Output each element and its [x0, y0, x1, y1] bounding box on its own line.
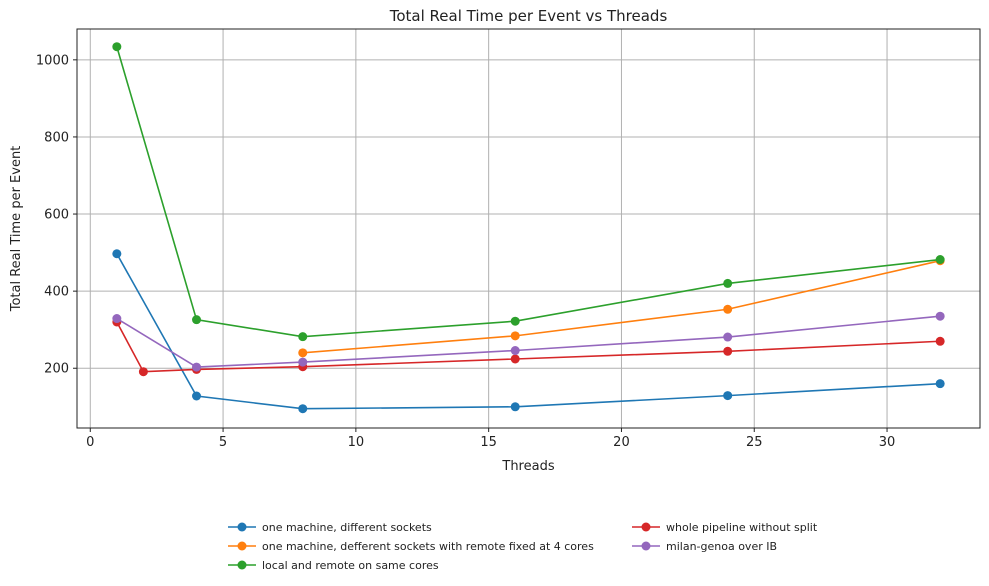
x-tick-label: 25: [746, 435, 763, 450]
series-line: [302, 259, 941, 354]
y-axis: 200 400 600 800 1000: [36, 53, 77, 377]
x-tick-label: 0: [86, 435, 94, 450]
y-tick-label: 200: [44, 362, 69, 377]
series-line: [116, 46, 941, 338]
x-tick-label: 10: [348, 435, 365, 450]
y-axis-label: Total Real Time per Event: [9, 146, 24, 313]
data-point: [510, 331, 520, 341]
legend-label: one machine, defferent sockets with remo…: [262, 540, 594, 553]
x-tick-label: 30: [879, 435, 896, 450]
data-point: [723, 346, 733, 356]
x-axis-label: Threads: [501, 459, 554, 474]
y-tick-label: 600: [44, 208, 69, 223]
legend-item-2: local and remote on same cores: [228, 559, 439, 572]
data-point: [138, 367, 148, 377]
legend: one machine, different sockets one machin…: [228, 521, 818, 572]
data-point: [935, 379, 945, 389]
data-point: [192, 315, 202, 325]
legend-swatch-marker: [237, 560, 247, 570]
y-tick-label: 400: [44, 285, 69, 300]
series-2: [112, 42, 945, 342]
legend-label: milan-genoa over IB: [666, 540, 777, 553]
y-tick-label: 1000: [36, 53, 69, 68]
data-point: [723, 278, 733, 288]
plot-frame: [76, 28, 981, 429]
data-point: [192, 391, 202, 401]
data-point: [298, 404, 308, 414]
data-point: [510, 346, 520, 356]
data-point: [298, 332, 308, 342]
data-point: [112, 314, 122, 324]
legend-item-1: one machine, defferent sockets with remo…: [228, 540, 594, 553]
data-point: [723, 304, 733, 314]
legend-swatch-marker: [237, 522, 247, 532]
x-tick-label: 15: [480, 435, 497, 450]
legend-item-3: whole pipeline without split: [632, 521, 818, 534]
data-point: [723, 391, 733, 401]
data-point: [298, 357, 308, 367]
series-line: [116, 315, 941, 368]
legend-swatch-marker: [641, 541, 651, 551]
data-point: [510, 354, 520, 364]
data-point: [935, 255, 945, 265]
y-tick-label: 800: [44, 130, 69, 145]
data-point: [112, 249, 122, 259]
x-tick-label: 5: [219, 435, 227, 450]
legend-item-0: one machine, different sockets: [228, 521, 432, 534]
series-0: [112, 249, 945, 414]
legend-label: local and remote on same cores: [262, 559, 439, 572]
grid: [77, 29, 980, 428]
legend-item-4: milan-genoa over IB: [632, 540, 777, 553]
x-axis: 0 5 10 15 20 25 30: [86, 428, 895, 450]
data-point: [192, 362, 202, 372]
series-layer: [112, 42, 945, 414]
data-point: [298, 348, 308, 358]
data-point: [510, 316, 520, 326]
legend-swatch-marker: [641, 522, 651, 532]
series-4: [112, 311, 945, 372]
data-point: [935, 311, 945, 321]
legend-swatch-marker: [237, 541, 247, 551]
x-tick-label: 20: [613, 435, 630, 450]
series-3: [112, 317, 945, 377]
data-point: [935, 336, 945, 346]
legend-label: whole pipeline without split: [666, 521, 818, 534]
chart-title: Total Real Time per Event vs Threads: [389, 7, 668, 25]
data-point: [510, 402, 520, 412]
data-point: [112, 42, 122, 52]
data-point: [723, 332, 733, 342]
series-line: [116, 253, 941, 410]
legend-label: one machine, different sockets: [262, 521, 432, 534]
